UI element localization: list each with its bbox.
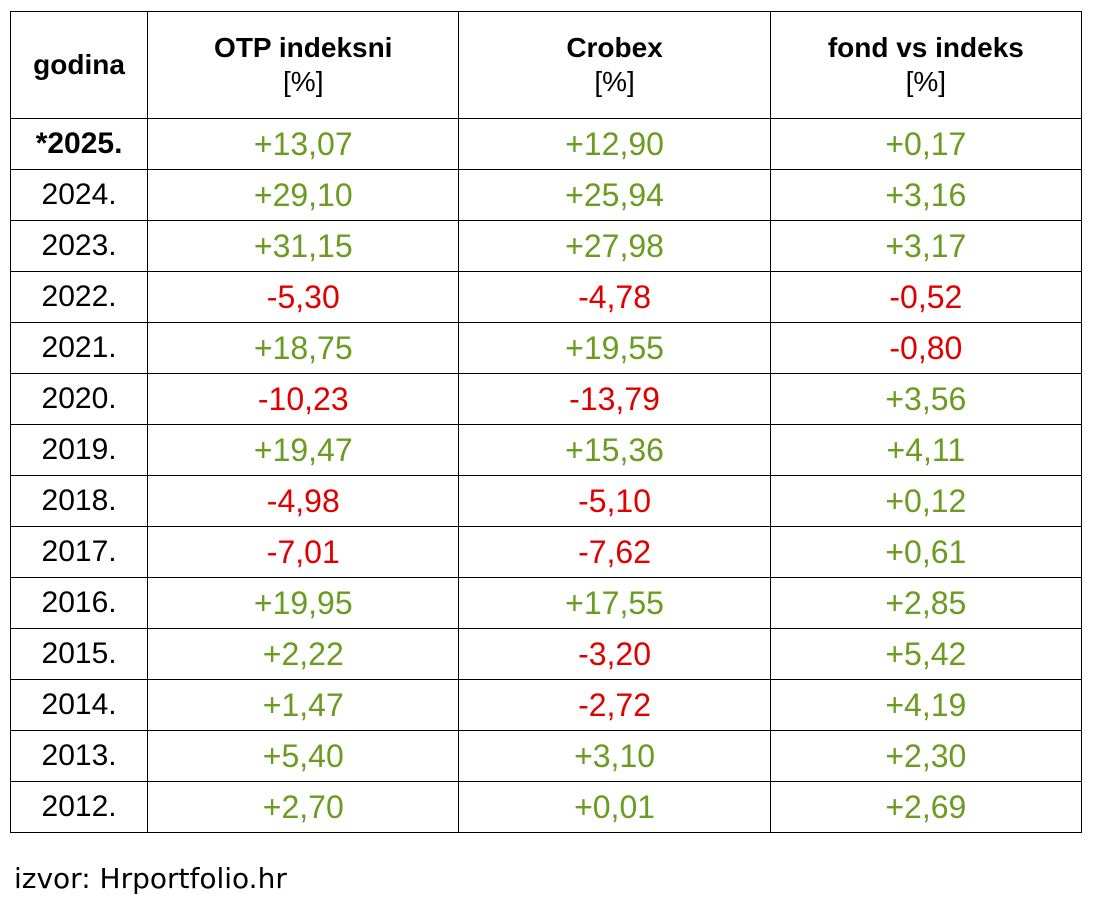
table-row: 2015. +2,22 -3,20 +5,42 (9, 628, 1083, 680)
header-crobex-label: Crobex (566, 32, 663, 63)
cell-otp: +1,47 (147, 679, 460, 731)
cell-otp: +19,95 (147, 577, 460, 629)
table-row: *2025. +13,07 +12,90 +0,17 (9, 118, 1083, 170)
cell-crobex: +25,94 (458, 169, 771, 221)
cell-year: 2021. (9, 322, 149, 374)
cell-year: 2017. (9, 526, 149, 578)
header-fund-vs-index-unit: [%] (905, 66, 947, 97)
cell-crobex: +12,90 (458, 118, 771, 170)
cell-fund-vs-index: +4,11 (769, 424, 1083, 476)
cell-otp: +19,47 (147, 424, 460, 476)
cell-year: 2014. (9, 679, 149, 731)
cell-otp: -10,23 (147, 373, 460, 425)
cell-fund-vs-index: +3,16 (769, 169, 1083, 221)
header-year: godina (9, 11, 149, 119)
cell-year: 2018. (9, 475, 149, 527)
cell-otp: +13,07 (147, 118, 460, 170)
cell-year: 2022. (9, 271, 149, 323)
cell-fund-vs-index: +0,17 (769, 118, 1083, 170)
cell-otp: +2,22 (147, 628, 460, 680)
cell-otp: -4,98 (147, 475, 460, 527)
cell-crobex: +0,01 (458, 781, 771, 833)
table-body: *2025. +13,07 +12,90 +0,17 2024. +29,10 +25,94… (9, 118, 1083, 833)
cell-crobex: +17,55 (458, 577, 771, 629)
cell-crobex: -4,78 (458, 271, 771, 323)
cell-otp: +29,10 (147, 169, 460, 221)
header-fund-vs-index-label: fond vs indeks (827, 32, 1024, 63)
cell-fund-vs-index: +5,42 (769, 628, 1083, 680)
cell-crobex: -3,20 (458, 628, 771, 680)
table-row: 2023. +31,15 +27,98 +3,17 (9, 220, 1083, 272)
cell-year: 2020. (9, 373, 149, 425)
returns-table: godina OTP indeksni [%] Crobex [%] fond … (9, 11, 1083, 833)
table-row: 2016. +19,95 +17,55 +2,85 (9, 577, 1083, 629)
table-row: 2021. +18,75 +19,55 -0,80 (9, 322, 1083, 374)
header-otp-unit: [%] (283, 66, 324, 97)
table-row: 2019. +19,47 +15,36 +4,11 (9, 424, 1083, 476)
cell-fund-vs-index: -0,80 (769, 322, 1083, 374)
header-row: godina OTP indeksni [%] Crobex [%] fond … (9, 11, 1083, 119)
cell-crobex: -5,10 (458, 475, 771, 527)
cell-fund-vs-index: +2,85 (769, 577, 1083, 629)
cell-fund-vs-index: +3,56 (769, 373, 1083, 425)
cell-year: 2015. (9, 628, 149, 680)
table-row: 2012. +2,70 +0,01 +2,69 (9, 781, 1083, 833)
cell-fund-vs-index: +4,19 (769, 679, 1083, 731)
header-crobex: Crobex [%] (458, 11, 771, 119)
cell-fund-vs-index: +2,30 (769, 730, 1083, 782)
cell-year: 2019. (9, 424, 149, 476)
cell-otp: +2,70 (147, 781, 460, 833)
header-fund-vs-index: fond vs indeks [%] (769, 11, 1083, 119)
table-row: 2024. +29,10 +25,94 +3,16 (9, 169, 1083, 221)
cell-year: 2013. (9, 730, 149, 782)
cell-crobex: +15,36 (458, 424, 771, 476)
header-otp: OTP indeksni [%] (147, 11, 460, 119)
cell-year: 2024. (9, 169, 149, 221)
table-row: 2013. +5,40 +3,10 +2,30 (9, 730, 1083, 782)
cell-fund-vs-index: +2,69 (769, 781, 1083, 833)
header-crobex-unit: [%] (594, 66, 635, 97)
cell-fund-vs-index: -0,52 (769, 271, 1083, 323)
table-row: 2014. +1,47 -2,72 +4,19 (9, 679, 1083, 731)
table-row: 2017. -7,01 -7,62 +0,61 (9, 526, 1083, 578)
cell-crobex: -7,62 (458, 526, 771, 578)
cell-fund-vs-index: +0,12 (769, 475, 1083, 527)
cell-otp: +5,40 (147, 730, 460, 782)
cell-year: 2012. (9, 781, 149, 833)
cell-year: *2025. (9, 118, 149, 170)
table-row: 2022. -5,30 -4,78 -0,52 (9, 271, 1083, 323)
header-year-label: godina (33, 49, 125, 80)
cell-crobex: +19,55 (458, 322, 771, 374)
cell-otp: -7,01 (147, 526, 460, 578)
cell-crobex: +3,10 (458, 730, 771, 782)
cell-fund-vs-index: +3,17 (769, 220, 1083, 272)
source-note: izvor: Hrportfolio.hr (14, 862, 287, 895)
cell-year: 2023. (9, 220, 149, 272)
header-otp-label: OTP indeksni (214, 32, 393, 63)
cell-crobex: +27,98 (458, 220, 771, 272)
cell-fund-vs-index: +0,61 (769, 526, 1083, 578)
cell-otp: +18,75 (147, 322, 460, 374)
cell-otp: -5,30 (147, 271, 460, 323)
cell-crobex: -13,79 (458, 373, 771, 425)
cell-year: 2016. (9, 577, 149, 629)
cell-crobex: -2,72 (458, 679, 771, 731)
table-row: 2020. -10,23 -13,79 +3,56 (9, 373, 1083, 425)
table-row: 2018. -4,98 -5,10 +0,12 (9, 475, 1083, 527)
cell-otp: +31,15 (147, 220, 460, 272)
